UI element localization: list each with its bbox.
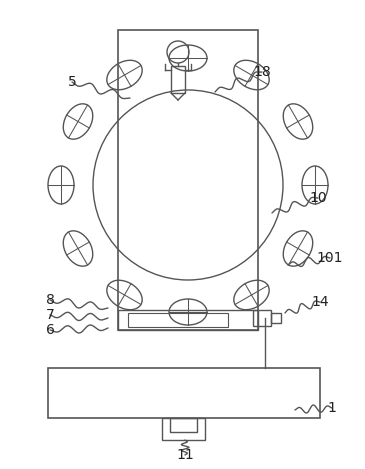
Text: 101: 101 [317,251,343,265]
Bar [253,310,271,326]
Text: 1: 1 [327,401,337,415]
Text: 18: 18 [253,65,271,79]
Text: 5: 5 [68,75,76,89]
Bar [170,418,197,432]
Bar [271,313,281,323]
Text: 8: 8 [46,293,54,307]
Bar [128,313,228,327]
Text: 14: 14 [311,295,329,309]
Bar [171,66,185,93]
Text: 6: 6 [46,323,54,337]
Text: 10: 10 [309,191,327,205]
Bar [118,30,258,330]
Text: 7: 7 [46,308,54,322]
Bar [162,418,205,440]
Bar [118,310,258,330]
Bar [48,368,320,418]
Text: 11: 11 [176,448,194,462]
